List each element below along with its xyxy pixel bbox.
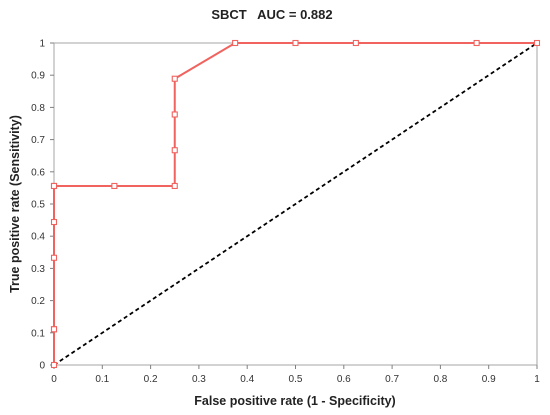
- roc-point-marker: [50, 361, 58, 369]
- chart-title: SBCT AUC = 0.882: [211, 7, 332, 22]
- roc-point-marker: [232, 39, 239, 47]
- roc-point-marker: [292, 39, 299, 47]
- chance-diagonal-line: [53, 42, 538, 366]
- y-tick-label: 0.4: [31, 232, 45, 243]
- roc-point-marker: [50, 254, 58, 261]
- roc-point-marker: [171, 111, 178, 118]
- y-tick-label: 0.7: [31, 135, 45, 146]
- y-tick-label: 0.9: [31, 71, 45, 82]
- x-tick-label: 0.4: [240, 374, 254, 385]
- y-tick-label: 0.3: [31, 264, 45, 275]
- x-tick-label: 0.9: [482, 374, 496, 385]
- x-tick-label: 0.8: [433, 374, 447, 385]
- y-tick-label: 0.1: [31, 328, 45, 339]
- roc-point-marker: [171, 182, 178, 190]
- y-tick-label: 0.2: [31, 296, 45, 307]
- x-tick-label: 0.5: [289, 374, 303, 385]
- y-axis-label: True positive rate (Sensitivity): [8, 115, 22, 293]
- x-tick-label: 1: [534, 374, 540, 385]
- roc-point-marker: [171, 147, 178, 154]
- x-axis-label: False positive rate (1 - Specificity): [194, 394, 395, 408]
- roc-point-marker: [352, 39, 359, 47]
- roc-point-marker: [171, 75, 178, 82]
- x-tick-label: 0.1: [95, 374, 109, 385]
- x-tick-label: 0.7: [385, 374, 399, 385]
- x-axis-ticks: 0 0.1 0.2 0.3 0.4 0.5 0.6 0.7 0.8 0.9 1: [51, 365, 540, 385]
- y-tick-label: 0.8: [31, 103, 45, 114]
- roc-point-marker: [533, 39, 541, 47]
- y-tick-label: 0: [39, 361, 45, 372]
- x-tick-label: 0: [51, 374, 57, 385]
- y-tick-label: 1: [39, 39, 45, 50]
- roc-point-marker: [50, 326, 58, 333]
- x-tick-label: 0.6: [337, 374, 351, 385]
- roc-point-marker: [50, 218, 58, 226]
- roc-point-marker: [473, 39, 480, 47]
- roc-point-marker: [50, 182, 58, 190]
- y-axis-ticks: 0 0.1 0.2 0.3 0.4 0.5 0.6 0.7 0.8 0.9 1: [31, 39, 54, 372]
- roc-point-marker: [111, 182, 118, 190]
- series-layer: [50, 39, 541, 369]
- y-tick-label: 0.5: [31, 200, 45, 211]
- x-tick-label: 0.2: [144, 374, 158, 385]
- x-tick-label: 0.3: [192, 374, 206, 385]
- y-tick-label: 0.6: [31, 167, 45, 178]
